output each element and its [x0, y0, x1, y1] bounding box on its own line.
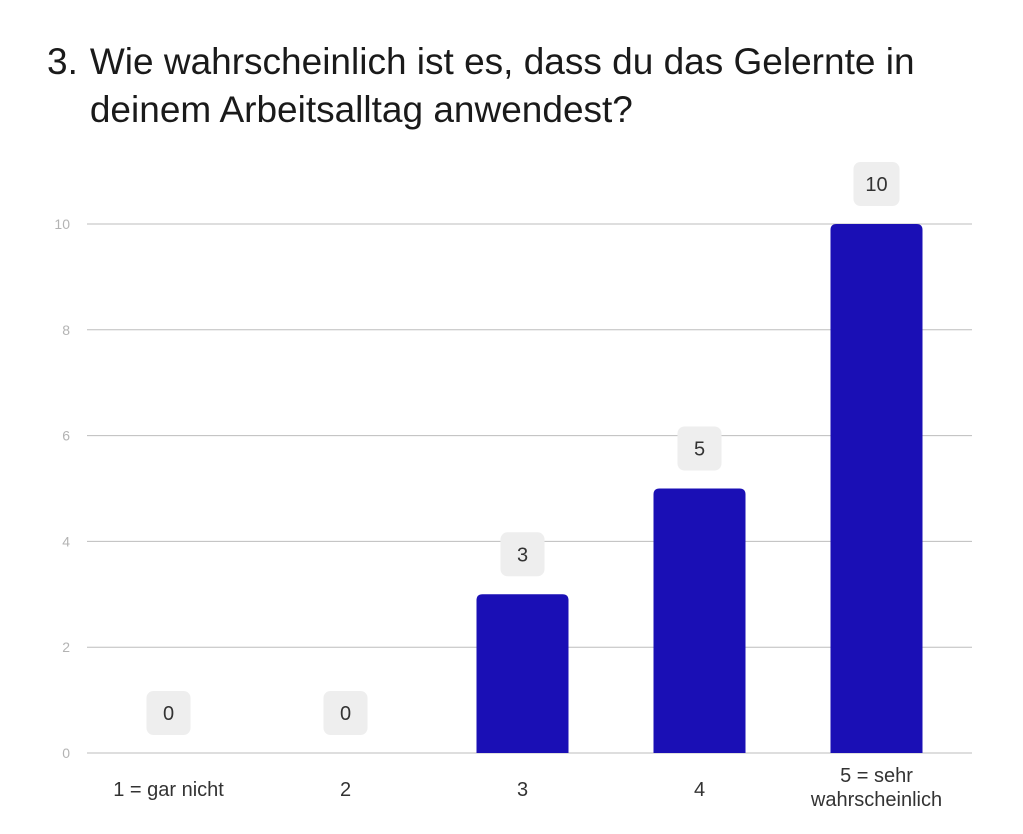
bar-2: [476, 594, 569, 753]
x-tick-label-line: wahrscheinlich: [810, 789, 942, 811]
question-number: 3.: [47, 41, 78, 82]
data-label-badge-0: [146, 691, 191, 735]
x-tick-label-line: 5 = sehr: [840, 765, 913, 787]
y-tick-label-0: 0: [62, 745, 70, 761]
x-tick-label-line: 2: [340, 779, 351, 801]
y-tick-label-10: 10: [54, 216, 70, 232]
data-label-badge-1: [323, 691, 368, 735]
y-tick-label-6: 6: [62, 428, 70, 444]
bar-3: [653, 488, 746, 753]
y-tick-label-2: 2: [62, 639, 70, 655]
data-label-0: 0: [163, 703, 174, 725]
data-label-badge-4: [853, 162, 900, 206]
data-label-3: 5: [694, 439, 705, 461]
data-label-4: 10: [865, 174, 887, 196]
x-tick-label-line: 1 = gar nicht: [113, 779, 224, 801]
x-tick-label-line: 4: [694, 779, 705, 801]
data-label-2: 3: [517, 544, 528, 566]
data-label-badge-3: [677, 426, 722, 471]
y-tick-label-4: 4: [62, 533, 70, 549]
x-tick-label-2: 3: [517, 779, 528, 801]
data-label-1: 0: [340, 703, 351, 725]
x-tick-label-1: 2: [340, 779, 351, 801]
y-tick-label-8: 8: [62, 322, 70, 338]
chart-title: 3. Wie wahrscheinlich ist es, dass du da…: [47, 38, 970, 134]
x-tick-label-0: 1 = gar nicht: [113, 779, 224, 801]
x-tick-label-4: 5 = sehr wahrscheinlich: [810, 765, 942, 811]
x-tick-label-3: 4: [694, 779, 705, 801]
bar-4: [830, 224, 923, 753]
data-label-badge-2: [500, 532, 545, 577]
question-text: Wie wahrscheinlich ist es, dass du das G…: [89, 41, 915, 130]
x-tick-label-line: 3: [517, 779, 528, 801]
